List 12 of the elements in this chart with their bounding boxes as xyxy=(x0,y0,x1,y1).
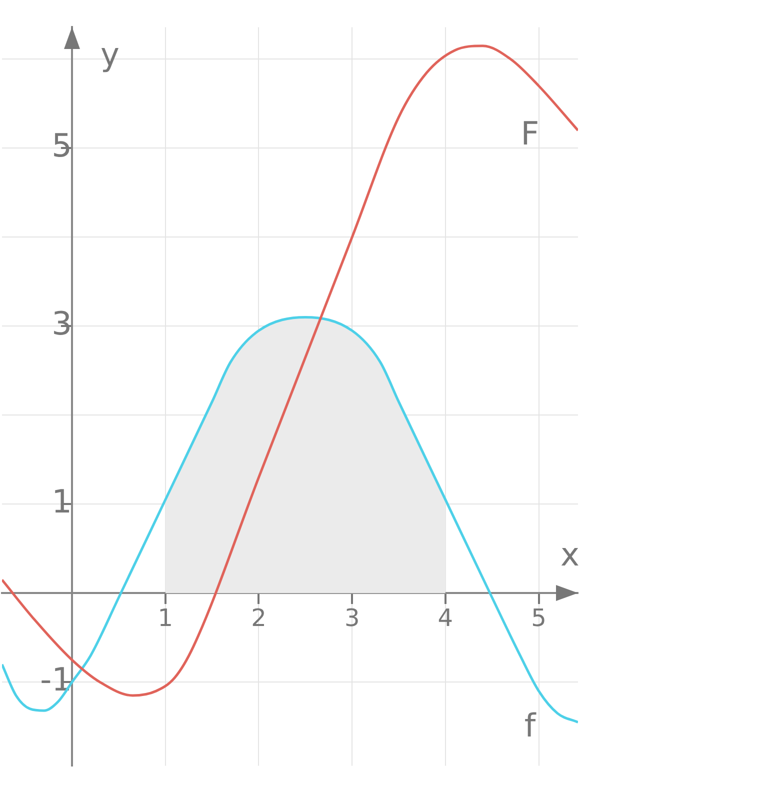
y-axis-title: y xyxy=(100,36,120,74)
x-tick-label: 5 xyxy=(531,604,546,632)
x-tick-label: 4 xyxy=(438,604,454,632)
series-label: f xyxy=(524,706,536,745)
y-tick-label: 5 xyxy=(52,126,72,165)
y-tick-label: 3 xyxy=(52,304,72,343)
x-axis-title: x xyxy=(560,535,580,574)
x-tick-label: 3 xyxy=(344,604,360,632)
x-tick-label: 1 xyxy=(158,604,174,632)
line-series xyxy=(2,44,578,697)
series-label: F xyxy=(520,114,540,153)
x-tick-label: 2 xyxy=(251,604,266,632)
